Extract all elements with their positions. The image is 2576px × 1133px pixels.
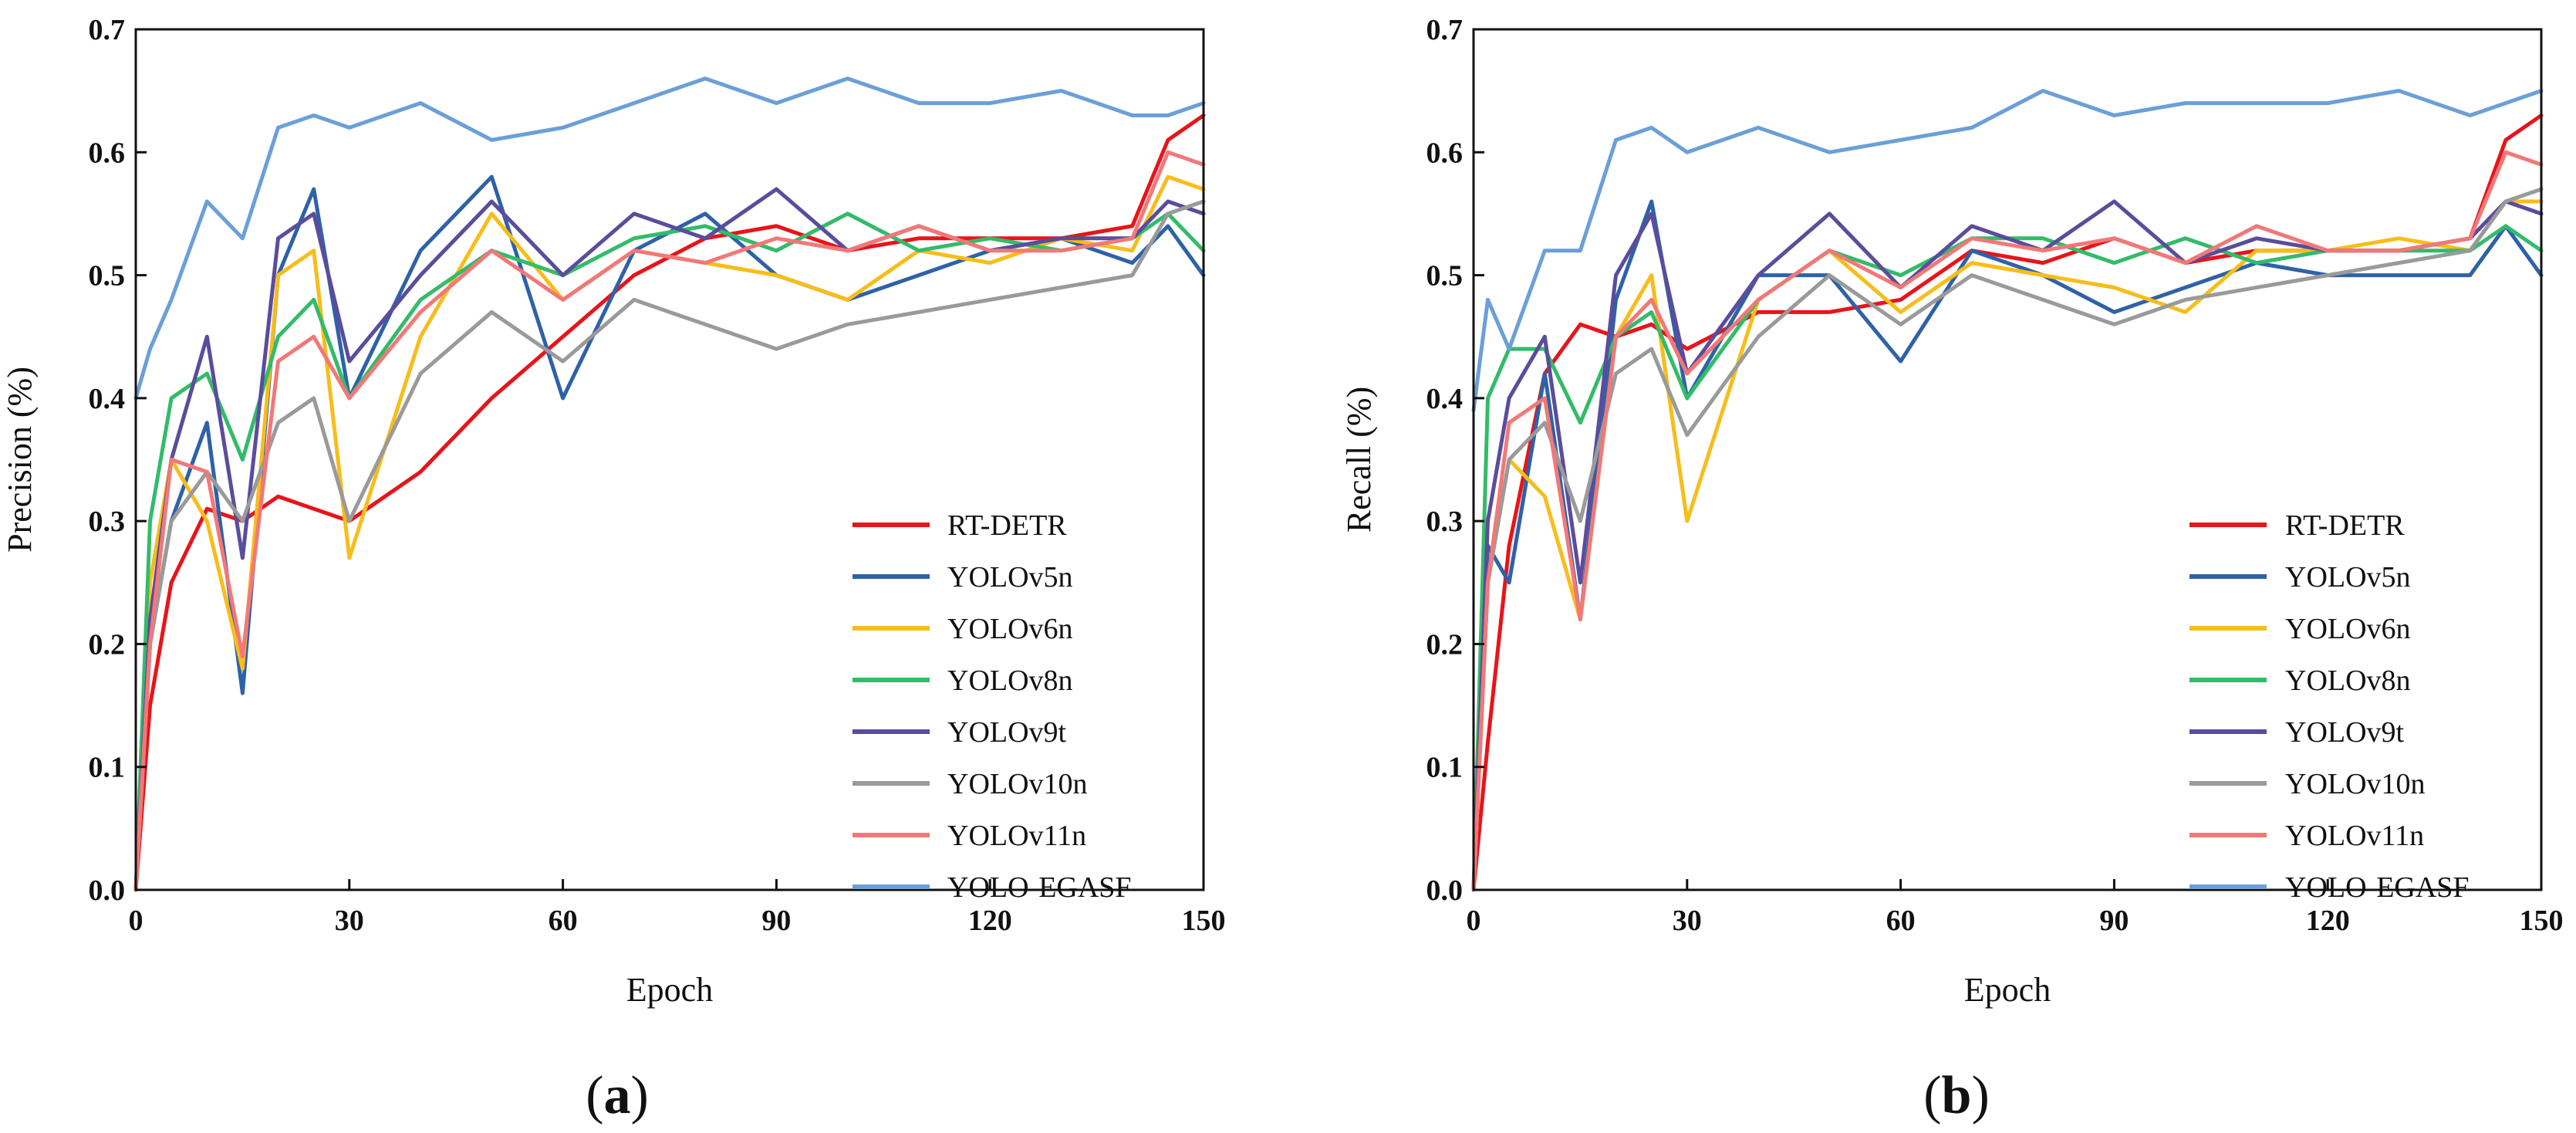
legend-label: YOLOv8n bbox=[2285, 665, 2411, 697]
x-tick-label: 90 bbox=[761, 905, 791, 937]
x-tick-label: 0 bbox=[129, 905, 143, 937]
x-axis-title: Epoch bbox=[1964, 971, 2051, 1009]
panel-label: (a) bbox=[586, 1066, 649, 1125]
x-tick-label: 120 bbox=[2306, 905, 2350, 937]
legend: RT-DETR YOLOv5n YOLOv6n YOLOv8n YOLOv9t YOLOv… bbox=[852, 509, 1132, 904]
legend-label: RT-DETR bbox=[947, 509, 1067, 542]
chart-panel-a: 0.0 0.1 0.2 0.3 0.4 0.5 0.6 0.7 0 30 60 90 120 150 Epo… bbox=[1, 14, 1226, 1125]
legend-label: YOLOv10n bbox=[2285, 768, 2426, 800]
y-tick-label: 0.6 bbox=[89, 137, 126, 169]
series-group bbox=[1471, 89, 2544, 892]
panel-label-letter: b bbox=[1942, 1066, 1972, 1125]
y-tick-label: 0.3 bbox=[1426, 506, 1464, 538]
legend-label: YOLOv6n bbox=[2285, 613, 2411, 645]
legend-label: YOLOv6n bbox=[947, 613, 1073, 645]
series-line-yolov9t bbox=[133, 187, 1206, 892]
series-group bbox=[133, 76, 1206, 892]
x-tick-label: 0 bbox=[1467, 905, 1481, 937]
legend-label: YOLO-EGASF bbox=[947, 871, 1132, 904]
y-tick-label: 0.2 bbox=[89, 628, 126, 661]
series-line-yolov11n bbox=[1471, 150, 2544, 892]
legend-label: YOLOv8n bbox=[947, 665, 1073, 697]
y-tick-label: 0.5 bbox=[89, 260, 126, 293]
y-tick-label: 0.4 bbox=[1426, 383, 1464, 415]
chart-panel-b: 0.0 0.1 0.2 0.3 0.4 0.5 0.6 0.7 0 30 60 90 120 150 Epo… bbox=[1340, 14, 2564, 1125]
x-tick-label: 60 bbox=[1886, 905, 1916, 937]
legend-label: YOLOv10n bbox=[947, 768, 1088, 800]
y-axis-title: Recall (%) bbox=[1340, 387, 1378, 533]
plot-frame bbox=[1472, 28, 2543, 891]
legend: RT-DETR YOLOv5n YOLOv6n YOLOv8n YOLOv9t YOLOv… bbox=[2189, 509, 2470, 904]
series-line-yolo-egasf bbox=[1471, 89, 2544, 413]
y-tick-label: 0.3 bbox=[89, 506, 126, 538]
y-axis-title: Precision (%) bbox=[1, 367, 39, 553]
x-axis-title: Epoch bbox=[626, 971, 713, 1009]
y-tick-label: 0.7 bbox=[89, 14, 126, 46]
panel-label-letter: a bbox=[604, 1066, 631, 1125]
y-tick-label: 0.5 bbox=[1426, 260, 1464, 293]
legend-label: YOLOv11n bbox=[2285, 820, 2424, 852]
y-tick-label: 0.1 bbox=[89, 752, 126, 784]
x-tick-label: 90 bbox=[2099, 905, 2129, 937]
legend-label: YOLOv9t bbox=[947, 716, 1067, 749]
legend-label: YOLOv5n bbox=[947, 561, 1073, 594]
legend-label: YOLO-EGASF bbox=[2285, 871, 2470, 904]
legend-label: YOLOv11n bbox=[947, 820, 1086, 852]
y-tick-label: 0.1 bbox=[1426, 752, 1464, 784]
x-tick-label: 30 bbox=[1673, 905, 1702, 937]
plot-frame bbox=[134, 28, 1205, 891]
legend-label: YOLOv5n bbox=[2285, 561, 2411, 594]
x-tick-label: 30 bbox=[335, 905, 364, 937]
series-line-yolov6n bbox=[1471, 199, 2544, 892]
legend-label: YOLOv9t bbox=[2285, 716, 2405, 749]
legend-label: RT-DETR bbox=[2285, 509, 2405, 542]
series-line-yolov10n bbox=[1471, 187, 2544, 892]
panel-label: (b) bbox=[1923, 1066, 1990, 1125]
y-tick-label: 0.0 bbox=[89, 874, 126, 907]
series-line-yolov10n bbox=[133, 199, 1206, 892]
x-tick-label: 150 bbox=[1182, 905, 1226, 937]
y-tick-label: 0.4 bbox=[89, 383, 126, 415]
y-tick-label: 0.6 bbox=[1426, 137, 1464, 169]
series-line-yolo-egasf bbox=[133, 76, 1206, 401]
y-tick-label: 0.7 bbox=[1426, 14, 1464, 46]
x-tick-label: 120 bbox=[968, 905, 1012, 937]
x-tick-label: 150 bbox=[2520, 905, 2564, 937]
y-tick-label: 0.2 bbox=[1426, 628, 1464, 661]
x-tick-label: 60 bbox=[549, 905, 578, 937]
series-line-yolov11n bbox=[133, 150, 1206, 892]
y-tick-label: 0.0 bbox=[1426, 874, 1464, 907]
